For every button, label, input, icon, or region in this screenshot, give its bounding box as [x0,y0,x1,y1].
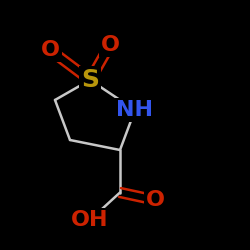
Text: O: O [146,190,165,210]
Text: O: O [40,40,60,60]
Text: O: O [100,35,119,55]
Text: S: S [81,68,99,92]
Text: NH: NH [116,100,154,120]
Text: OH: OH [71,210,109,230]
